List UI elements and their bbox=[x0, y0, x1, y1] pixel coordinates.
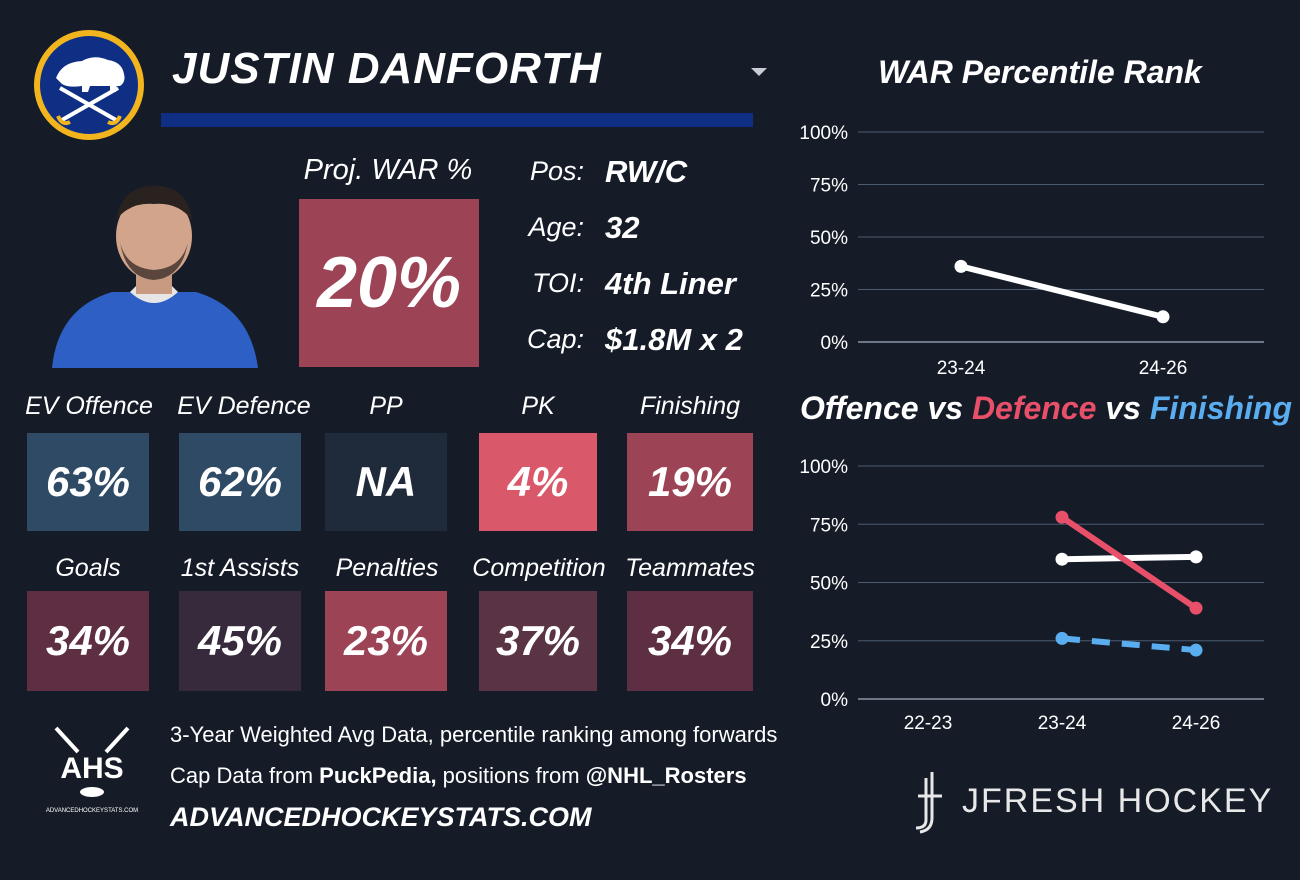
stat-finishing-box: 19% bbox=[627, 433, 753, 531]
ovd-chart-series-1-point bbox=[1055, 510, 1069, 524]
footer-url-link[interactable]: ADVANCEDHOCKEYSTATS.COM bbox=[170, 802, 592, 832]
chevron-down-icon[interactable] bbox=[749, 66, 769, 78]
war-chart-ytick-label: 75% bbox=[810, 176, 848, 197]
stat-finishing-label: Finishing bbox=[639, 392, 741, 420]
war-chart-xtick-label: 23-24 bbox=[937, 358, 986, 379]
ovd-chart-series-2-point bbox=[1055, 631, 1069, 645]
stat-pk-label: PK bbox=[521, 392, 555, 420]
stat-ev-offence-label: EV Offence bbox=[25, 392, 153, 420]
war-chart-ytick-label: 50% bbox=[810, 228, 848, 249]
ovd-title-vs2: vs bbox=[1096, 390, 1150, 426]
info-pos-label: Pos: bbox=[529, 156, 584, 186]
stat-1st-assists-box: 45% bbox=[179, 591, 301, 691]
stat-teammates-box: 34% bbox=[627, 591, 753, 691]
info-toi-label: TOI: bbox=[531, 268, 584, 298]
ahs-logo-url: ADVANCEDHOCKEYSTATS.COM bbox=[46, 808, 138, 814]
ovd-chart-ytick-label: 0% bbox=[821, 690, 849, 711]
name-underline bbox=[161, 113, 753, 127]
ovd-chart-series-1-point bbox=[1189, 601, 1203, 615]
footer-line2: Cap Data from PuckPedia, positions from … bbox=[170, 763, 747, 789]
war-percentile-chart: 0% 25% 50% 75% 100% 23-24 24-26 bbox=[799, 123, 1264, 379]
stat-penalties-label: Penalties bbox=[335, 554, 439, 582]
stat-competition-box: 37% bbox=[479, 591, 597, 691]
info-age-value: 32 bbox=[605, 210, 640, 245]
ovd-chart-xtick-label: 22-23 bbox=[904, 713, 953, 734]
ovd-title-offence: Offence bbox=[800, 390, 919, 426]
ovd-chart-series-1-line bbox=[1059, 514, 1199, 612]
ovd-chart-title: Offence vs Defence vs Finishing bbox=[800, 390, 1292, 427]
team-logo bbox=[34, 30, 144, 140]
stat-ev-defence-box: 62% bbox=[179, 433, 301, 531]
war-chart-ytick-label: 25% bbox=[810, 281, 848, 302]
stat-1st-assists-label: 1st Assists bbox=[180, 554, 300, 582]
war-chart-ytick-label: 100% bbox=[799, 123, 848, 144]
stat-pp-label: PP bbox=[369, 392, 403, 420]
jfresh-logo-mark bbox=[915, 772, 942, 834]
info-toi-value: 4th Liner bbox=[605, 266, 736, 301]
war-chart-ytick-label: 0% bbox=[821, 333, 849, 354]
ovd-chart-ytick-label: 25% bbox=[810, 632, 848, 653]
ovd-chart-series-2-point bbox=[1189, 643, 1203, 657]
footer-line2-mid: positions from bbox=[436, 763, 586, 788]
jfresh-brand: JFRESH HOCKEY bbox=[962, 782, 1274, 820]
stat-pk-box: 4% bbox=[479, 433, 597, 531]
footer-source-link[interactable]: PuckPedia, bbox=[319, 763, 437, 788]
ovd-chart-series-0-line bbox=[1059, 553, 1199, 563]
stat-goals-box: 34% bbox=[27, 591, 149, 691]
info-age-label: Age: bbox=[528, 212, 584, 242]
ovd-title-defence: Defence bbox=[971, 390, 1097, 426]
stat-goals-label: Goals bbox=[55, 554, 121, 582]
ovd-chart-series-2-line bbox=[1061, 635, 1197, 654]
stat-ev-defence-label: EV Defence bbox=[177, 392, 311, 420]
stat-pp-box: NA bbox=[325, 433, 447, 531]
footer-line1: 3-Year Weighted Avg Data, percentile ran… bbox=[170, 722, 778, 747]
ahs-logo: AHS ADVANCEDHOCKEYSTATS.COM bbox=[46, 726, 138, 814]
footer-handle-link[interactable]: @NHL_Rosters bbox=[585, 763, 747, 788]
ahs-logo-text: AHS bbox=[60, 752, 123, 785]
stat-teammates-label: Teammates bbox=[625, 554, 755, 582]
stat-competition-label: Competition bbox=[472, 554, 606, 582]
ovd-chart-ytick-label: 75% bbox=[810, 515, 848, 536]
war-chart-xtick-label: 24-26 bbox=[1139, 358, 1188, 379]
ovd-chart-ytick-label: 100% bbox=[799, 457, 848, 478]
ovd-chart-series-0-point bbox=[1189, 550, 1203, 564]
ovd-chart-xtick-label: 23-24 bbox=[1038, 713, 1087, 734]
info-pos-value: RW/C bbox=[605, 154, 688, 189]
footer-line2-prefix: Cap Data from bbox=[170, 763, 320, 788]
player-photo bbox=[52, 186, 258, 368]
info-cap-label: Cap: bbox=[526, 324, 584, 354]
ovd-title-vs1: vs bbox=[918, 390, 972, 426]
war-chart-series-0-line bbox=[958, 263, 1166, 320]
stat-penalties-box: 23% bbox=[325, 591, 447, 691]
offence-defence-finishing-chart: 0% 25% 50% 75% 100% 22-23 23-24 24-26 bbox=[799, 457, 1264, 734]
war-chart-series-0-point bbox=[1156, 310, 1170, 324]
proj-war-label: Proj. WAR % bbox=[303, 154, 473, 186]
proj-war-value: 20% bbox=[299, 199, 479, 367]
war-chart-title: WAR Percentile Rank bbox=[878, 54, 1202, 90]
ovd-chart-ytick-label: 50% bbox=[810, 574, 848, 595]
ovd-title-finishing: Finishing bbox=[1149, 390, 1293, 426]
ovd-chart-series-0-point bbox=[1055, 552, 1069, 566]
info-cap-value: $1.8M x 2 bbox=[605, 322, 743, 357]
player-name: JUSTIN DANFORTH bbox=[172, 44, 602, 93]
war-chart-series-0-point bbox=[954, 259, 968, 273]
ovd-chart-xtick-label: 24-26 bbox=[1172, 713, 1221, 734]
stat-ev-offence-box: 63% bbox=[27, 433, 149, 531]
